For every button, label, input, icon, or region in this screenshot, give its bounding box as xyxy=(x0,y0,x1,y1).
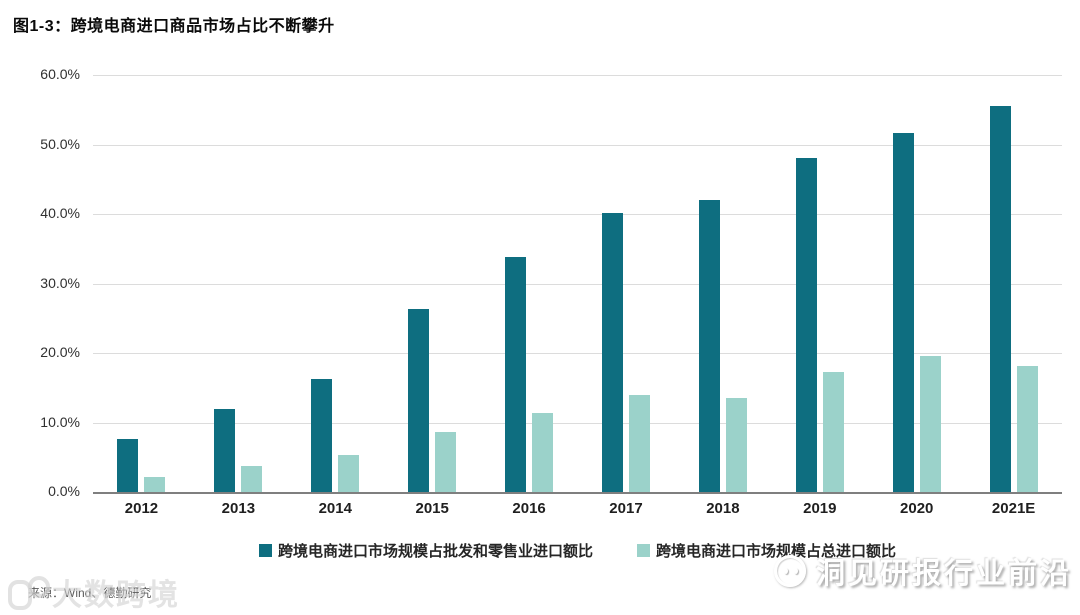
bar-series2-2014 xyxy=(338,455,360,492)
x-tick-label-2012: 2012 xyxy=(124,500,159,517)
bar-series1-2014 xyxy=(311,378,333,492)
legend-swatch-series2 xyxy=(637,544,650,557)
bar-group-2016 xyxy=(481,75,578,492)
chart-title: 图1-3：跨境电商进口商品市场占比不断攀升 xyxy=(13,18,335,35)
bar-groups xyxy=(93,75,1062,492)
bar-series2-2021E xyxy=(1016,365,1038,492)
bar-group-2017 xyxy=(578,75,675,492)
bar-series2-2020 xyxy=(919,356,941,492)
bar-series1-2017 xyxy=(601,212,623,492)
legend-label-series2: 跨境电商进口市场规模占总进口额比 xyxy=(656,543,897,560)
x-axis: 2012 2013 2014 2015 2016 2017 2018 2019 2020 2021… xyxy=(93,500,1062,517)
y-tick-label: 20.0% xyxy=(40,344,80,360)
bar-series1-2019 xyxy=(795,158,817,492)
legend-item-series2: 跨境电商进口市场规模占总进口额比 xyxy=(637,540,896,561)
bar-series1-2012 xyxy=(117,438,139,492)
plot-area xyxy=(93,75,1062,494)
bar-series2-2017 xyxy=(628,394,650,492)
y-tick-label: 10.0% xyxy=(40,413,80,430)
bar-group-2019 xyxy=(771,75,868,492)
gridline xyxy=(93,283,1062,285)
y-tick-label: 30.0% xyxy=(40,274,80,291)
x-tick-label-2017: 2017 xyxy=(609,500,643,517)
gridline xyxy=(93,144,1062,146)
bar-group-2020 xyxy=(868,75,965,492)
bar-series2-2015 xyxy=(435,432,457,492)
bar-series2-2013 xyxy=(241,465,263,492)
gridline xyxy=(93,214,1062,215)
y-tick-label: 60.0% xyxy=(40,66,80,82)
x-tick-label-2016: 2016 xyxy=(512,500,546,517)
bar-series2-2012 xyxy=(144,477,166,492)
source-note: 来源：Wind、德勤研究 xyxy=(28,586,152,600)
bar-series1-2015 xyxy=(408,308,430,492)
bar-group-2012 xyxy=(93,75,190,492)
legend-swatch-series1 xyxy=(258,544,272,557)
bar-series1-2021E xyxy=(989,105,1011,492)
bar-series1-2018 xyxy=(698,200,720,492)
bar-group-2015 xyxy=(384,75,481,492)
y-tick-label: 0.0% xyxy=(48,483,80,499)
x-tick-label-2019: 2019 xyxy=(803,500,837,517)
bar-group-2014 xyxy=(287,75,384,492)
bar-group-2013 xyxy=(190,75,287,492)
bar-group-2018 xyxy=(674,75,771,492)
bar-series1-2020 xyxy=(892,133,914,492)
x-tick-label-2013: 2013 xyxy=(221,500,256,517)
x-tick-label-2018: 2018 xyxy=(706,500,740,517)
gridline xyxy=(93,353,1062,354)
bar-series2-2016 xyxy=(532,413,554,492)
y-tick-label: 40.0% xyxy=(40,205,80,221)
gridline xyxy=(93,422,1062,424)
x-tick-label-2014: 2014 xyxy=(318,500,352,517)
legend: 跨境电商进口市场规模占批发和零售业进口额比 跨境电商进口市场规模占总进口额比 xyxy=(93,540,1062,561)
bar-series1-2016 xyxy=(505,257,527,492)
bar-series2-2019 xyxy=(822,372,844,492)
bar-series1-2013 xyxy=(214,408,236,492)
bar-series2-2018 xyxy=(725,398,747,492)
legend-item-series1: 跨境电商进口市场规模占批发和零售业进口额比 xyxy=(258,540,593,561)
y-tick-label: 50.0% xyxy=(40,135,80,152)
x-tick-label-2015: 2015 xyxy=(415,500,449,517)
x-tick-label-2020: 2020 xyxy=(900,500,934,517)
legend-label-series1: 跨境电商进口市场规模占批发和零售业进口额比 xyxy=(277,543,593,560)
bar-group-2021E xyxy=(965,75,1062,492)
gridline xyxy=(93,75,1062,76)
x-tick-label-2021E: 2021E xyxy=(991,500,1036,517)
